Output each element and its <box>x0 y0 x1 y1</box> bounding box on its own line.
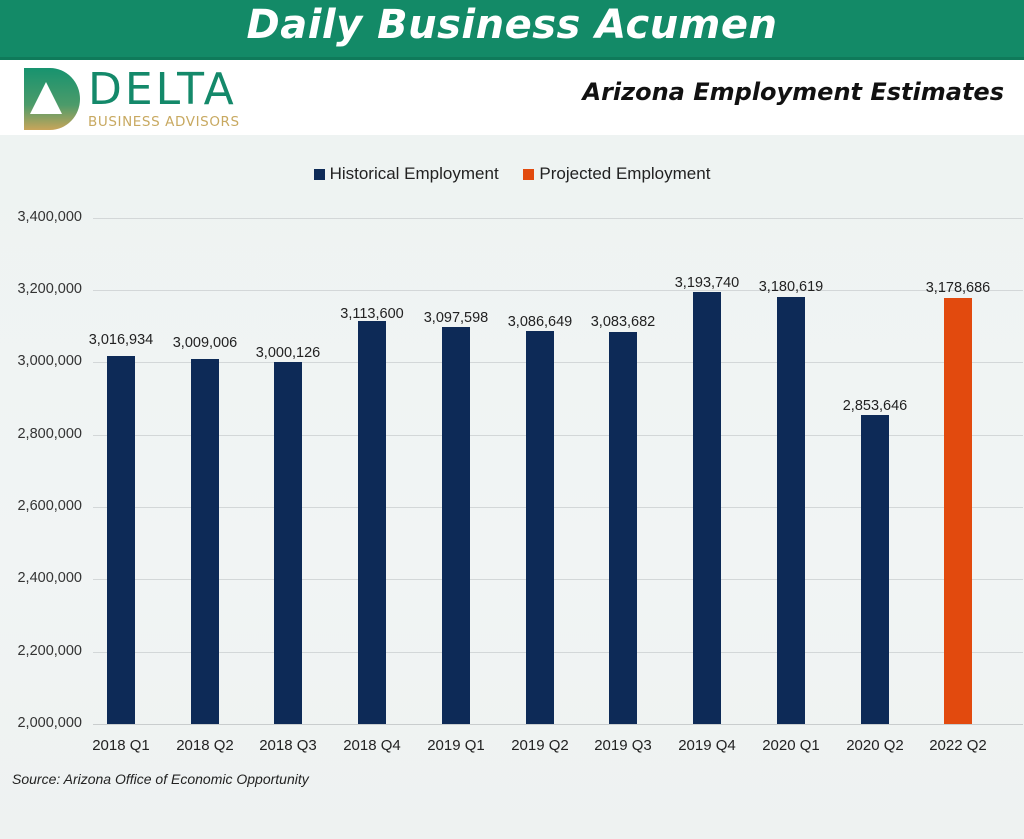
y-tick-label: 2,600,000 <box>17 498 82 514</box>
y-tick-label: 3,200,000 <box>17 281 82 297</box>
x-tick-label: 2019 Q3 <box>594 737 652 754</box>
delta-logo: DELTA BUSINESS ADVISORS <box>24 64 264 132</box>
historical-swatch-icon <box>313 168 325 180</box>
legend-label: Projected Employment <box>539 164 711 183</box>
x-tick-label: 2020 Q1 <box>762 737 820 754</box>
source-note: Source: Arizona Office of Economic Oppor… <box>12 771 309 787</box>
legend: Historical Employment Projected Employme… <box>0 164 1024 185</box>
gridline <box>93 362 1023 363</box>
bar-2018-q2 <box>191 359 219 724</box>
bar-2022-q2 <box>944 298 972 724</box>
banner: Daily Business Acumen <box>0 0 1024 60</box>
x-tick-label: 2019 Q2 <box>511 737 569 754</box>
bar-2019-q4 <box>693 292 721 724</box>
x-tick-label: 2020 Q2 <box>846 737 904 754</box>
logo-tagline: BUSINESS ADVISORS <box>88 114 240 130</box>
y-tick-label: 3,000,000 <box>17 353 82 369</box>
header: DELTA BUSINESS ADVISORS Arizona Employme… <box>0 60 1024 135</box>
data-label: 3,016,934 <box>88 332 154 348</box>
data-label: 3,193,740 <box>674 275 740 291</box>
x-tick-label: 2018 Q2 <box>176 737 234 754</box>
bar-2018-q1 <box>107 356 135 724</box>
projected-swatch-icon <box>523 168 535 180</box>
logo-wordmark: DELTA <box>88 64 237 115</box>
x-tick-label: 2019 Q4 <box>678 737 736 754</box>
delta-d-icon <box>24 68 80 130</box>
legend-label: Historical Employment <box>329 164 499 183</box>
x-axis-line <box>93 724 1023 725</box>
y-tick-label: 2,400,000 <box>17 570 82 586</box>
data-label: 3,180,619 <box>758 279 824 295</box>
x-tick-label: 2018 Q4 <box>343 737 401 754</box>
data-label: 3,009,006 <box>172 335 238 351</box>
legend-item-historical: Historical Employment <box>313 164 499 184</box>
x-tick-label: 2018 Q1 <box>92 737 150 754</box>
bar-2019-q2 <box>526 331 554 724</box>
bar-2018-q4 <box>358 321 386 724</box>
y-tick-label: 2,800,000 <box>17 426 82 442</box>
data-label: 3,113,600 <box>340 306 404 322</box>
x-tick-label: 2018 Q3 <box>259 737 317 754</box>
y-tick-label: 2,200,000 <box>17 643 82 659</box>
gridline <box>93 290 1023 291</box>
gridline <box>93 507 1023 508</box>
y-tick-label: 3,400,000 <box>17 209 82 225</box>
y-tick-label: 2,000,000 <box>17 715 82 731</box>
chart-title: Arizona Employment Estimates <box>582 78 1005 106</box>
bar-2019-q3 <box>609 332 637 724</box>
gridline <box>93 218 1023 219</box>
chart-area <box>0 135 1024 839</box>
banner-title: Daily Business Acumen <box>246 2 778 48</box>
data-label: 3,086,649 <box>507 314 573 330</box>
bar-2020-q1 <box>777 297 805 724</box>
gridline <box>93 435 1023 436</box>
gridline <box>93 579 1023 580</box>
bar-2019-q1 <box>442 327 470 724</box>
data-label: 3,083,682 <box>590 314 656 330</box>
data-label: 3,178,686 <box>925 280 991 296</box>
gridline <box>93 652 1023 653</box>
bar-2018-q3 <box>274 362 302 724</box>
legend-item-projected: Projected Employment <box>523 164 710 184</box>
data-label: 3,097,598 <box>423 310 489 326</box>
bar-2020-q2 <box>861 415 889 724</box>
x-tick-label: 2022 Q2 <box>929 737 987 754</box>
data-label: 3,000,126 <box>255 345 321 361</box>
data-label: 2,853,646 <box>842 398 908 414</box>
x-tick-label: 2019 Q1 <box>427 737 485 754</box>
